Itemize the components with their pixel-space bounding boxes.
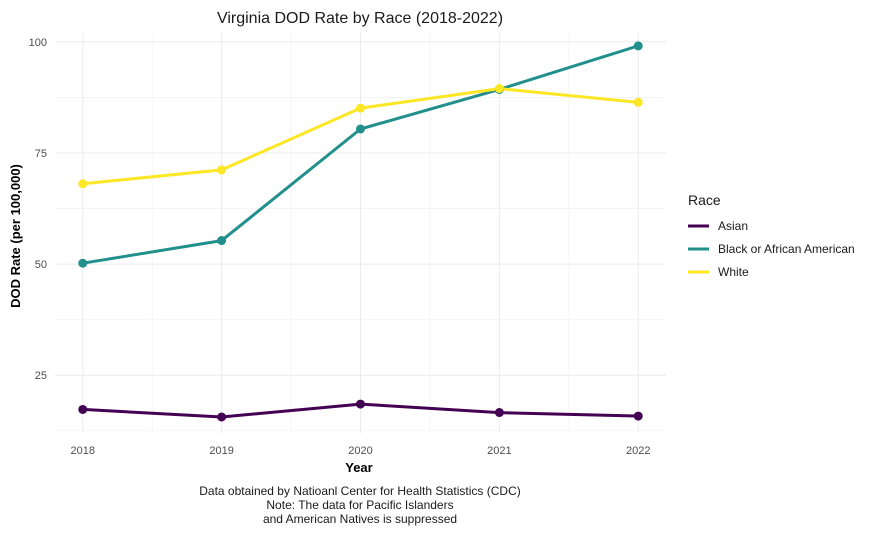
data-point-white bbox=[78, 179, 88, 189]
caption-line: and American Natives is suppressed bbox=[263, 512, 457, 526]
data-point-asian bbox=[217, 412, 227, 422]
x-axis-title: Year bbox=[345, 460, 372, 475]
y-axis-ticks: 25 50 75 100 bbox=[29, 37, 47, 382]
legend: Race Asian Black or African American White bbox=[688, 192, 855, 279]
data-point-black-or-african-american bbox=[633, 41, 643, 51]
grid bbox=[55, 33, 666, 433]
series-points bbox=[78, 41, 643, 422]
data-point-asian bbox=[356, 399, 365, 409]
data-point-black-or-african-american bbox=[78, 258, 88, 268]
caption-line: Data obtained by Natioanl Center for Hea… bbox=[199, 484, 520, 498]
x-tick-label: 2018 bbox=[71, 445, 95, 457]
legend-title: Race bbox=[688, 192, 721, 208]
caption-line: Note: The data for Pacific Islanders bbox=[266, 498, 453, 512]
x-tick-label: 2020 bbox=[348, 445, 372, 457]
data-point-black-or-african-american bbox=[217, 236, 227, 246]
legend-label-asian: Asian bbox=[718, 219, 748, 233]
y-tick-label: 50 bbox=[35, 259, 47, 271]
y-tick-label: 75 bbox=[35, 148, 47, 160]
data-point-white bbox=[217, 165, 227, 175]
data-point-asian bbox=[78, 404, 88, 414]
x-tick-label: 2022 bbox=[626, 445, 650, 457]
data-point-white bbox=[356, 103, 365, 113]
data-point-asian bbox=[633, 411, 643, 421]
data-point-white bbox=[494, 84, 504, 94]
x-axis-ticks: 2018 2019 2020 2021 2022 bbox=[71, 445, 651, 457]
y-axis-title: DOD Rate (per 100,000) bbox=[8, 164, 23, 308]
x-tick-label: 2019 bbox=[209, 445, 233, 457]
caption: Data obtained by Natioanl Center for Hea… bbox=[199, 484, 520, 526]
x-tick-label: 2021 bbox=[487, 445, 511, 457]
data-point-black-or-african-american bbox=[356, 124, 365, 134]
y-tick-label: 25 bbox=[35, 370, 47, 382]
legend-label-white: White bbox=[718, 265, 749, 279]
data-point-asian bbox=[494, 408, 504, 418]
y-tick-label: 100 bbox=[29, 37, 47, 49]
data-point-white bbox=[633, 97, 643, 107]
legend-label-black-or-african-american: Black or African American bbox=[718, 242, 855, 256]
chart-title: Virginia DOD Rate by Race (2018-2022) bbox=[217, 10, 503, 27]
